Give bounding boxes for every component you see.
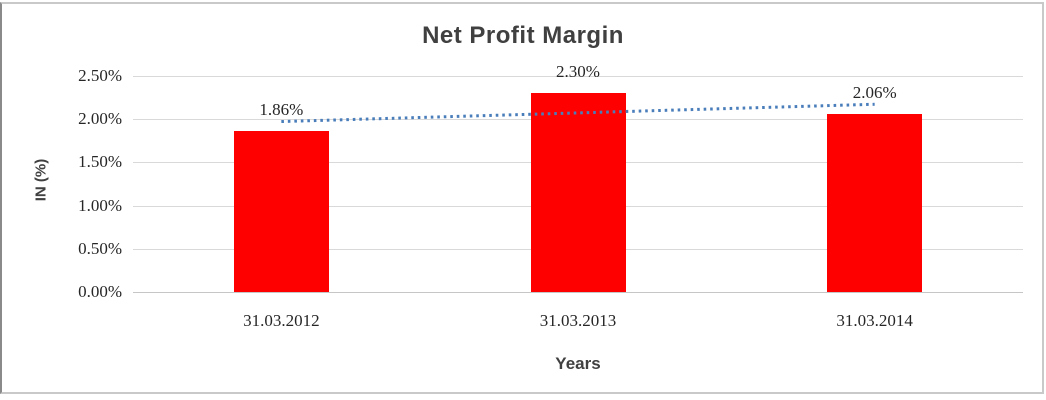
gridline — [133, 292, 1023, 293]
y-axis-tick-label: 1.00% — [78, 195, 122, 215]
x-axis-tick-label: 31.03.2014 — [836, 311, 913, 330]
bar — [233, 131, 329, 292]
y-axis-tick-label: 2.50% — [78, 66, 122, 85]
gridline — [133, 76, 1023, 77]
bar-data-label: 1.86% — [259, 100, 304, 120]
bar-data-label: 2.30% — [556, 62, 600, 82]
bar-data-label: 2.06% — [852, 83, 897, 103]
y-axis-tick-label: 0.00% — [78, 282, 122, 301]
bar — [530, 93, 626, 292]
plot-area: 1.86% 2.30% 2.06% — [133, 62, 1023, 293]
trendline-dotted — [281, 102, 875, 124]
bar — [827, 114, 923, 292]
x-axis-tick-label: 31.03.2013 — [539, 311, 617, 330]
y-axis-tick-label: 0.50% — [78, 238, 122, 258]
chart-title: Net Profit Margin — [422, 22, 624, 49]
y-axis-tick-label: 1.50% — [78, 152, 122, 172]
y-axis-tick-label: 2.00% — [78, 109, 122, 129]
x-axis-tick-label: 31.03.2012 — [243, 311, 320, 330]
x-axis-title: Years — [555, 354, 601, 373]
